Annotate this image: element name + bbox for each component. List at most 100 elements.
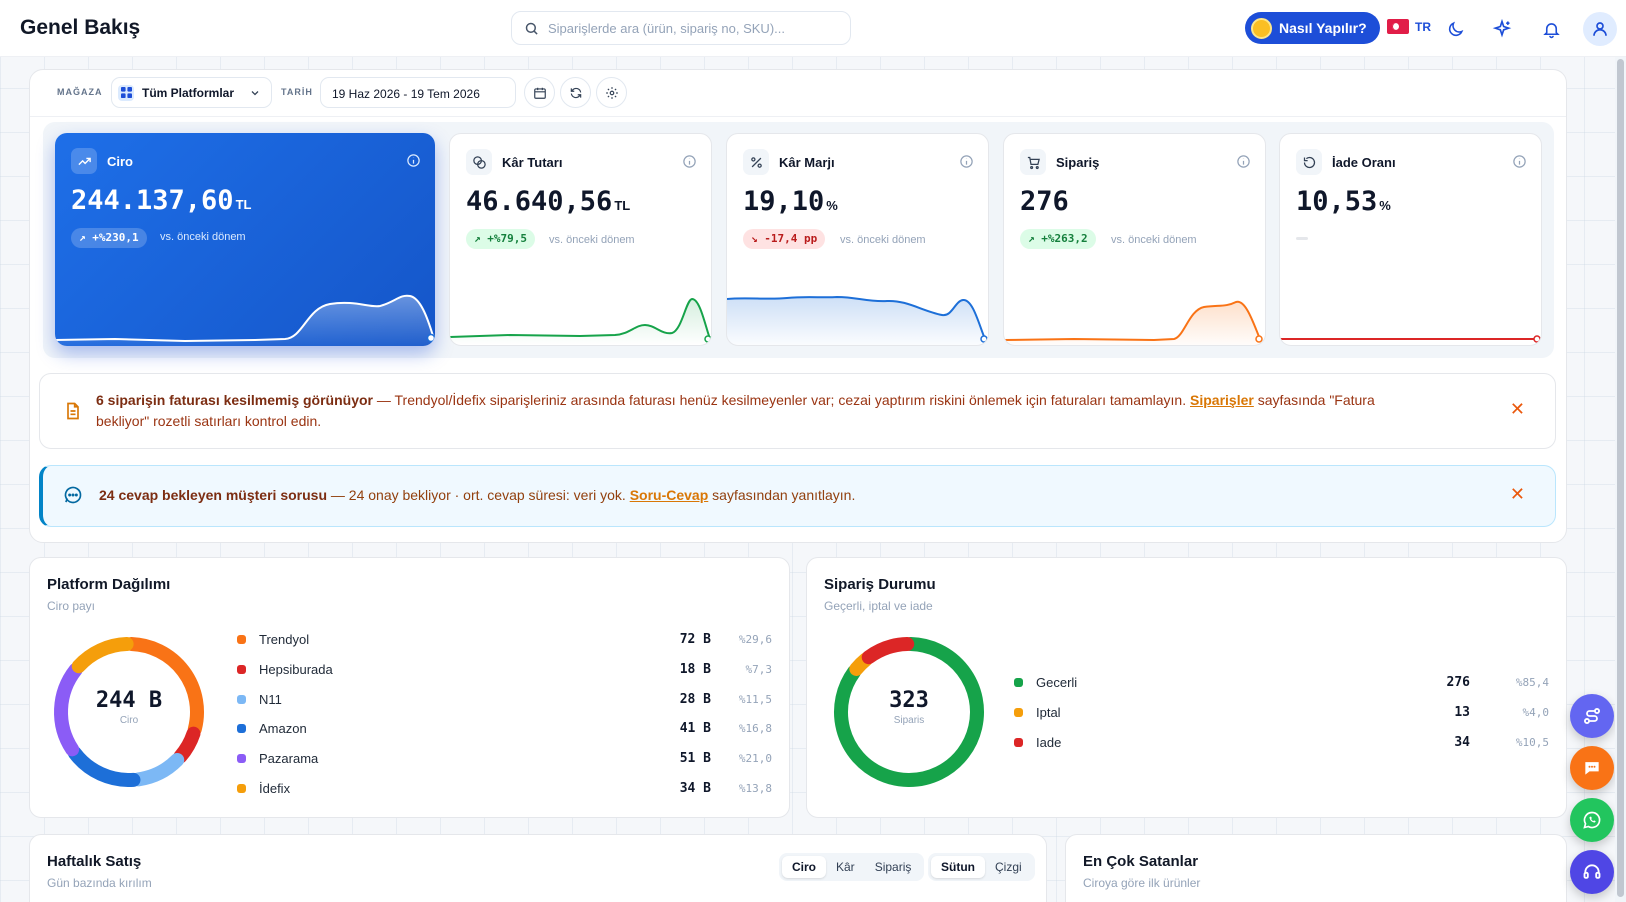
kpi-delta-value: +%263,2 [1041,232,1088,245]
shopping-cart-icon [1020,149,1046,175]
arrow-up-right-icon: ↗ [79,231,93,244]
legend-item[interactable]: Amazon 41 B %16,8 [237,719,772,739]
scrollbar-thumb[interactable] [1617,59,1624,897]
kpi-unit: % [1379,198,1391,213]
legend-value: 276 [1446,675,1470,690]
metric-toggle: Ciro Kâr Sipariş [779,853,925,881]
legend-name: Iptal [1036,704,1061,720]
search-input[interactable] [548,17,838,39]
donut-slice-trendyol[interactable] [124,637,204,737]
legend-item[interactable]: N11 28 B %11,5 [237,690,772,710]
kpi-unit: TL [614,198,631,213]
legend-percent: %10,5 [1515,735,1549,749]
chat-fab[interactable] [1570,746,1614,790]
invoice-alert: 6 siparişin faturası kesilmemiş görünüyo… [39,373,1556,449]
best-sellers-card: En Çok Satanlar Ciroya göre ilk ürünler [1065,834,1567,902]
how-to-button[interactable]: Nasıl Yapılır? [1245,12,1380,44]
tab-kar[interactable]: Kâr [836,860,855,874]
close-icon[interactable]: ✕ [1509,399,1525,419]
legend-item[interactable]: Iptal 13 %4,0 [1014,703,1549,723]
legend-percent: %4,0 [1522,705,1550,719]
kpi-title: Ciro [107,154,133,169]
kpi-comparison-label: vs. önceki dönem [1111,234,1197,246]
info-icon[interactable] [1512,154,1527,169]
trending-up-icon [71,148,97,174]
headset-icon [1583,864,1601,879]
legend-color-dot [1014,678,1023,687]
settings-button[interactable] [596,77,627,108]
kpi-card-margin[interactable]: Kâr Marjı 19,10% ↘ -17,4 pp vs. önceki d… [726,133,989,346]
legend-color-dot [237,784,246,793]
donut-slice-n11[interactable] [131,752,185,787]
refresh-button[interactable] [560,77,591,108]
support-fab[interactable] [1570,850,1614,894]
user-avatar-button[interactable] [1583,12,1617,46]
arrow-up-right-icon: ↗ [474,232,488,245]
donut-center-value: 323 [889,688,929,713]
user-icon [1593,22,1607,36]
donut-slice-gecerli[interactable] [834,637,984,787]
whatsapp-icon [1583,811,1601,829]
legend-item[interactable]: İdefix 34 B %13,8 [237,779,772,799]
card-title: En Çok Satanlar [1083,853,1199,870]
workflow-fab[interactable] [1570,694,1614,738]
legend-percent: %85,4 [1515,676,1549,689]
tab-siparis[interactable]: Sipariş [874,860,912,874]
info-icon[interactable] [959,154,974,169]
legend-name: Hepsiburada [259,661,333,677]
dark-mode-button[interactable] [1438,12,1472,46]
legend-item[interactable]: Pazarama 51 B %21,0 [237,749,772,769]
legend-item[interactable]: Iade 34 %10,5 [1014,733,1549,753]
page-title: Genel Bakış [20,16,141,39]
card-title: Haftalık Satış [47,853,142,870]
legend-value: 72 B [679,632,711,647]
store-select[interactable]: Tüm Platformlar [111,77,272,108]
info-icon[interactable] [406,153,421,168]
kpi-delta-placeholder [1296,237,1308,240]
legend-name: Iade [1036,734,1062,750]
donut-slice-amazon[interactable] [67,746,141,787]
legend-value: 34 B [679,781,711,796]
kpi-title: Sipariş [1056,155,1100,170]
legend-value: 28 B [679,691,711,707]
whatsapp-fab[interactable] [1570,798,1614,842]
legend-color-dot [237,664,246,674]
ai-assistant-button[interactable] [1485,12,1519,46]
questions-alert: 24 cevap bekleyen müşteri sorusu — 24 on… [39,465,1556,527]
kpi-card-profit[interactable]: Kâr Tutarı 46.640,56 TL ↗ +%79,5 vs. önce… [449,133,712,346]
tab-cizgi[interactable]: Çizgi [995,860,1022,874]
kpi-title: Kâr Tutarı [502,155,563,170]
kpi-delta-badge: ↗ +%79,5 [466,229,535,249]
notifications-button[interactable] [1534,12,1568,46]
kpi-value: 10,53% [1296,186,1391,217]
qa-link[interactable]: Soru-Cevap [629,487,709,503]
search-box[interactable] [511,11,851,45]
donut-slice-i̇defix[interactable] [71,637,134,674]
legend-item[interactable]: Gecerli 276 %85,4 [1014,673,1549,693]
calendar-button[interactable] [524,77,555,108]
info-icon[interactable] [1236,154,1251,169]
tab-ciro[interactable]: Ciro [782,856,826,878]
date-range-input[interactable]: 19 Haz 2026 - 19 Tem 2026 [320,77,516,108]
chart-type-toggle: Sütun Çizgi [928,853,1035,881]
donut-slice-iade[interactable] [861,637,915,665]
legend-item[interactable]: Trendyol 72 B %29,6 [237,630,772,650]
order-status-card: Sipariş Durumu Geçerli, iptal ve iade 32… [806,557,1567,818]
grid-icon [118,84,134,101]
page-scrollbar[interactable] [1615,57,1626,902]
language-selector[interactable]: TR [1387,19,1431,34]
orders-link[interactable]: Siparişler [1190,392,1254,408]
legend-item[interactable]: Hepsiburada 18 B %7,3 [237,660,772,680]
kpi-card-return-rate[interactable]: İade Oranı 10,53% [1279,133,1542,346]
kpi-card-orders[interactable]: Sipariş 276 ↗ +%263,2 vs. önceki dönem [1003,133,1266,346]
close-icon[interactable]: ✕ [1509,484,1525,504]
info-icon[interactable] [682,154,697,169]
coins-icon [466,149,492,175]
legend-name: N11 [259,691,282,707]
arrow-up-right-icon: ↗ [1028,232,1042,245]
donut-slice-pazarama[interactable] [54,662,83,757]
kpi-card-revenue[interactable]: Ciro 244.137,60 TL ↗ +%230,1 vs. önceki d… [55,133,435,346]
tab-sutun[interactable]: Sütun [931,856,985,878]
donut-slice-hepsiburada[interactable] [173,726,201,764]
top-bar: Genel Bakış Nasıl Yapılır? TR [0,0,1626,57]
